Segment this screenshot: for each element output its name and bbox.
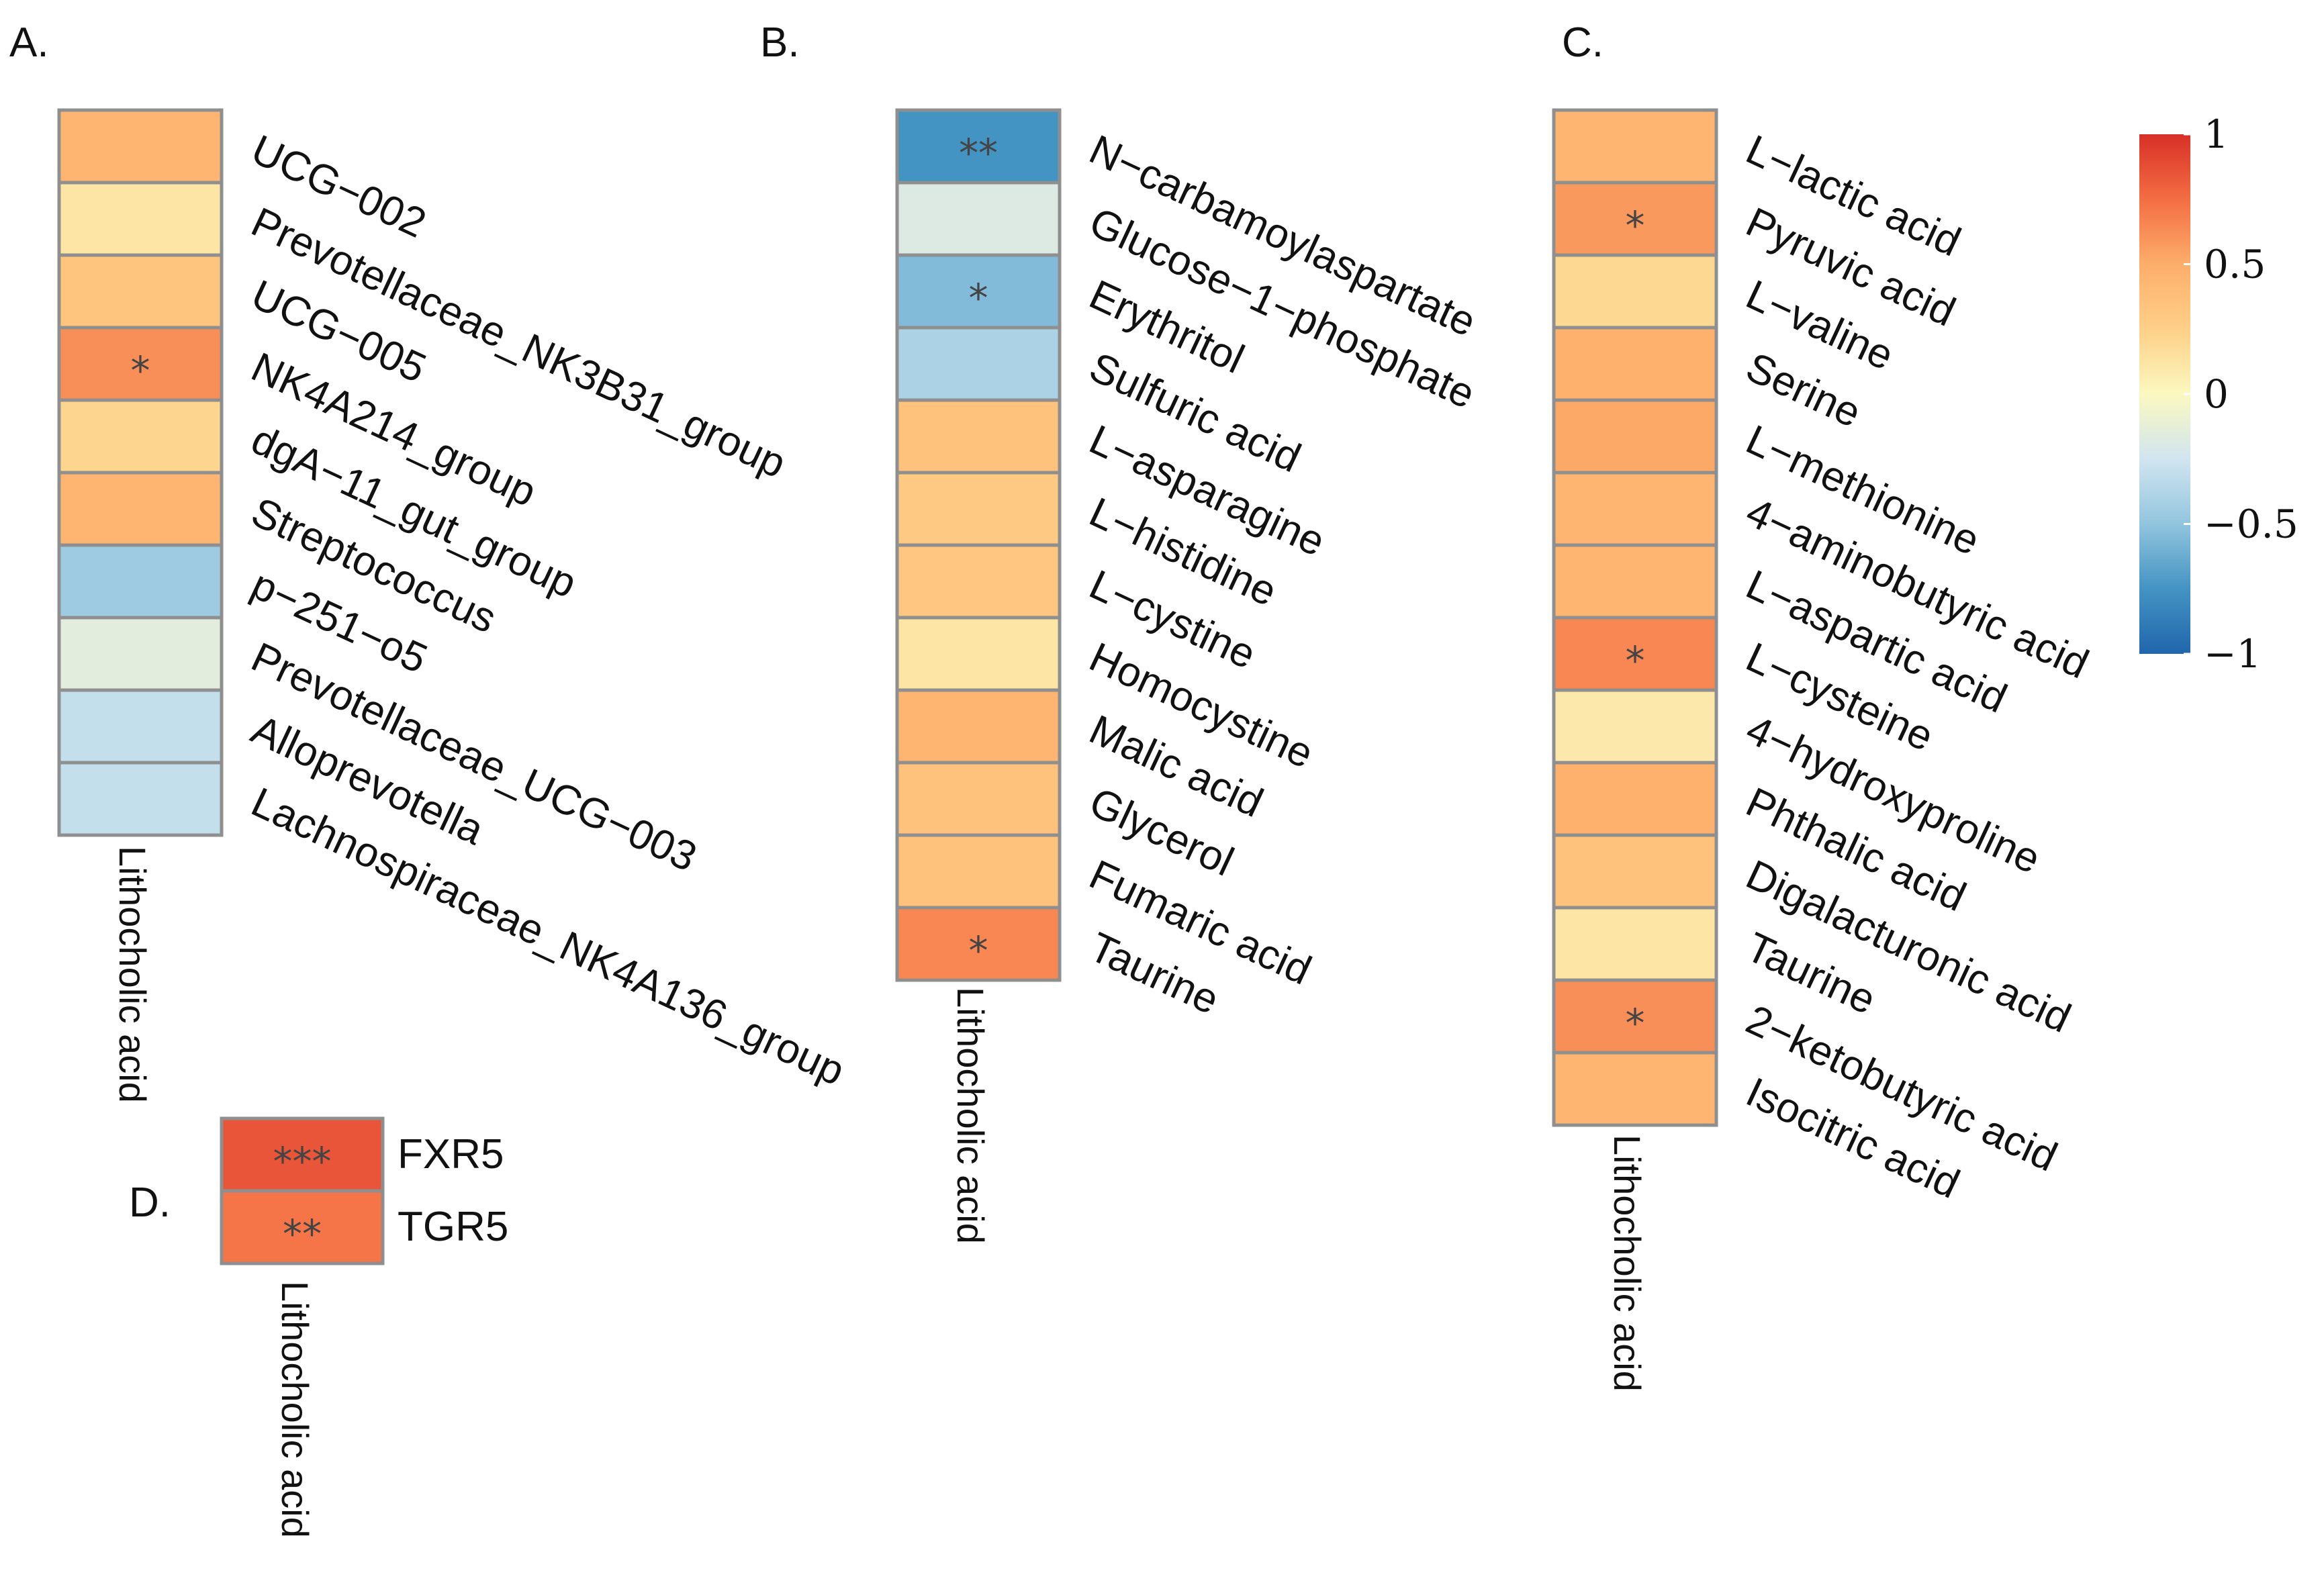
heatmap-panel-c: L−lactic acid* Pyruvic acidL−valineSerine… — [1552, 108, 2096, 1392]
heatmap-cell — [1552, 1051, 1718, 1127]
panel-label-b: B. — [760, 19, 800, 66]
heatmap-panel-d: *** FXR5 ** TGR5 Lithocholic acid — [220, 1116, 508, 1538]
heatmap-cell — [57, 471, 224, 547]
significance-marker: * — [969, 928, 988, 973]
significance-marker: * — [1626, 203, 1645, 248]
column-label: Lithocholic acid — [274, 1281, 316, 1538]
heatmap-cell — [220, 1189, 385, 1265]
heatmap-cell — [1552, 543, 1718, 620]
column-label: Lithocholic acid — [949, 987, 992, 1244]
heatmap-cell — [895, 543, 1062, 620]
legend-tick-label: −0.5 — [2204, 501, 2298, 547]
significance-marker: * — [1626, 1000, 1645, 1046]
heatmap-cell — [895, 471, 1062, 547]
heatmap-cell — [895, 181, 1062, 257]
heatmap-cell — [1552, 471, 1718, 547]
color-legend: 1 0.5 0 −0.5 −1 — [2139, 111, 2298, 677]
legend-tick-label: 1 — [2204, 111, 2229, 157]
heatmap-cell — [220, 1116, 385, 1193]
legend-colorbar — [2139, 134, 2190, 654]
heatmap-cell — [1552, 326, 1718, 402]
heatmap-cell — [57, 688, 224, 765]
heatmap-cell — [1552, 906, 1718, 982]
legend-tick-label: −1 — [2204, 631, 2262, 677]
panel-label-d: D. — [129, 1180, 171, 1226]
significance-marker: ** — [959, 130, 998, 176]
heatmap-cell — [57, 616, 224, 692]
row-label: TGR5 — [398, 1204, 508, 1250]
legend-ticks: 1 0.5 0 −0.5 −1 — [2184, 111, 2298, 677]
heatmap-cell — [57, 398, 224, 475]
column-label: Lithocholic acid — [1606, 1135, 1648, 1392]
significance-marker: ** — [283, 1211, 322, 1257]
row-label: FXR5 — [398, 1131, 504, 1178]
column-label: Lithocholic acid — [111, 846, 154, 1103]
heatmap-panel-b: ** N−carbamoylaspartateGlucose−1−phosphat… — [895, 108, 1483, 1244]
significance-marker: * — [131, 348, 150, 393]
heatmap-cell — [895, 616, 1062, 692]
heatmap-cell — [895, 688, 1062, 765]
heatmap-cell — [57, 108, 224, 185]
heatmap-cell — [1552, 761, 1718, 837]
heatmap-cell — [895, 108, 1062, 185]
row-label: Lachnospiraceae_NK4A136_group — [244, 779, 851, 1094]
significance-marker: * — [969, 275, 988, 321]
heatmap-cell — [895, 398, 1062, 475]
heatmap-cell — [895, 906, 1062, 982]
heatmap-panel-a: UCG−002Prevotellaceae_NK3B31_groupUCG−00… — [57, 108, 851, 1103]
significance-marker: *** — [273, 1139, 332, 1184]
panel-label-c: C. — [1562, 19, 1603, 66]
heatmap-cell — [1552, 833, 1718, 910]
heatmap-cell — [895, 761, 1062, 837]
heatmap-cell — [57, 326, 224, 402]
heatmap-cell — [1552, 616, 1718, 692]
heatmap-cell — [895, 833, 1062, 910]
heatmap-cell — [1552, 108, 1718, 185]
panel-label-a: A. — [9, 19, 49, 66]
heatmap-cell — [57, 253, 224, 330]
heatmap-cell — [57, 181, 224, 257]
heatmap-cell — [57, 543, 224, 620]
legend-tick-label: 0 — [2204, 371, 2229, 417]
heatmap-cell — [895, 326, 1062, 402]
heatmap-cell — [1552, 398, 1718, 475]
heatmap-cell — [57, 761, 224, 837]
legend-tick-label: 0.5 — [2204, 242, 2266, 287]
heatmap-cell — [1552, 688, 1718, 765]
significance-marker: * — [1626, 638, 1645, 683]
heatmap-cell — [1552, 253, 1718, 330]
